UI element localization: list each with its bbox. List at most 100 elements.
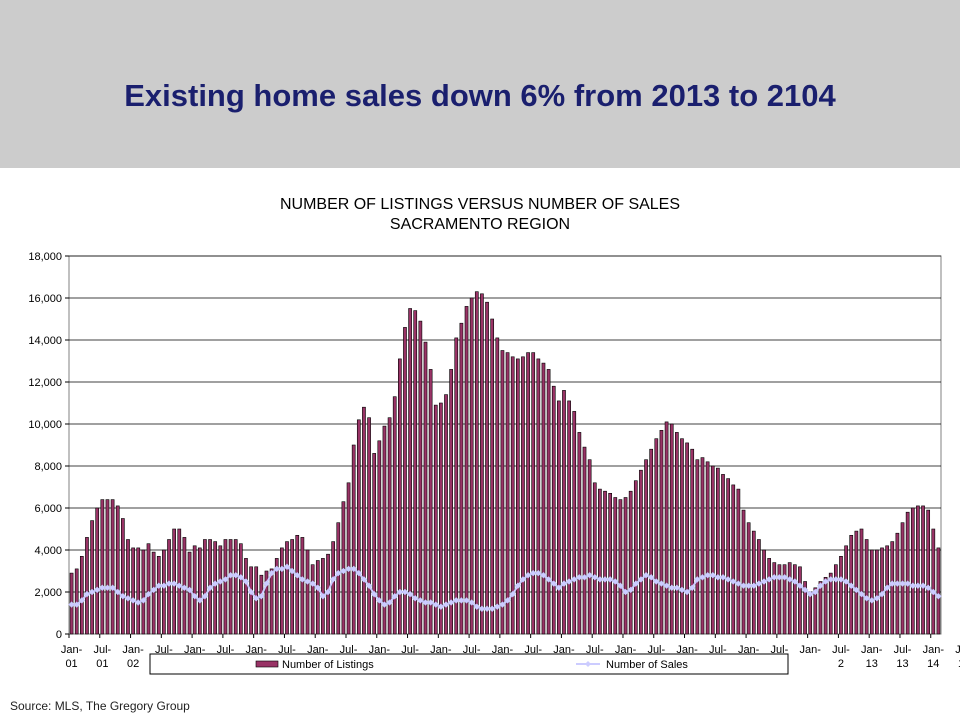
sales-point [519,576,527,583]
listings-bar [746,522,751,635]
sales-point [355,569,363,577]
sales-point [791,578,799,585]
listings-bar [710,465,715,635]
listings-bar [162,549,166,635]
listings-bar [762,549,766,635]
sales-point [314,584,322,592]
sales-point [299,576,306,583]
sales-point [278,565,286,573]
x-tick-label-month: Jan- [122,644,144,656]
sales-point [853,586,860,594]
listings-bar [839,555,843,635]
sales-point [216,578,224,585]
listings-bar [777,564,782,635]
listings-bar [705,461,710,635]
listings-bar [613,497,618,635]
listings-bar [541,362,546,635]
sales-point [181,584,188,592]
sales-point [688,584,696,592]
sales-point [627,586,635,594]
chart-title: NUMBER OF LISTINGS VERSUS NUMBER OF SALE… [280,196,680,213]
sales-point [837,576,845,583]
x-tick-label-year: 13 [866,658,878,670]
sales-point [663,582,670,590]
listings-bar [305,549,310,635]
x-tick-label-month: Jul- [832,644,850,656]
y-tick-label: 10,000 [28,419,62,431]
listings-bar [869,549,874,635]
sales-point [293,571,301,579]
listings-bar [916,505,920,635]
slide-title: Existing home sales down 6% from 2013 to… [124,78,836,113]
sales-point [427,599,434,606]
listings-bar [854,530,859,635]
x-tick-label-year: 14 [927,658,939,670]
listings-bar [926,509,931,635]
x-tick-label-month: Jul- [155,644,173,656]
sales-point [683,588,691,596]
x-tick-label-month: Jul- [771,644,789,656]
sales-point [586,571,593,579]
listings-bar [433,404,438,635]
listings-bar [274,558,279,635]
sales-point [581,573,588,581]
listings-bar [110,499,115,635]
sales-point [847,582,855,590]
listings-bar [495,337,500,635]
sales-point [442,601,450,608]
chart-subtitle: SACRAMENTO REGION [390,216,570,233]
listings-bar [428,369,433,635]
x-tick-label-month: Jan- [369,644,391,656]
listings-bar [439,402,443,635]
sales-point [432,601,440,608]
listings-bar [921,505,925,635]
sales-point [406,590,414,598]
listings-bar [598,488,602,635]
listings-bar [623,497,628,635]
sales-point [868,597,876,604]
listings-bar [464,306,469,635]
x-tick-label-month: Jul- [955,644,960,656]
listings-vs-sales-chart: NUMBER OF LISTINGS VERSUS NUMBER OF SALE… [28,196,960,675]
listings-bar [864,539,869,635]
listings-bar [469,297,474,635]
sales-point [611,578,619,585]
listings-bar [269,568,274,635]
listings-bar [387,417,392,635]
sales-point [524,571,532,579]
x-tick-label-year: 14 [958,658,960,670]
listings-bar [669,423,674,635]
sales-point [252,594,260,602]
listings-bar [228,539,233,635]
listings-bar [592,482,597,635]
sales-point [463,597,470,604]
sales-point [765,576,773,583]
sales-point [370,590,378,598]
sales-point [124,594,132,602]
listings-bar [798,566,802,635]
y-tick-label: 18,000 [28,251,62,263]
sales-point [150,586,157,594]
y-tick-label: 4,000 [34,545,62,557]
sales-point [729,578,737,585]
listings-bar [664,421,669,635]
sales-point [801,586,809,594]
listings-bar [721,474,725,635]
sales-point [750,582,758,590]
sales-point [140,597,147,604]
listings-bar [238,543,243,635]
sales-point [781,573,788,581]
listings-bar [608,492,612,635]
sales-point [842,578,850,585]
listings-bar [792,564,797,635]
sales-point [735,580,742,587]
sales-point [283,563,291,571]
listings-bar [803,581,807,635]
title-band [0,0,960,168]
x-tick-label-month: Jan- [861,644,883,656]
listings-bar [218,545,223,635]
x-tick-label-month: Jan- [61,644,83,656]
listings-bar [403,327,407,635]
listings-bar [79,555,84,635]
listings-bar [367,417,371,635]
